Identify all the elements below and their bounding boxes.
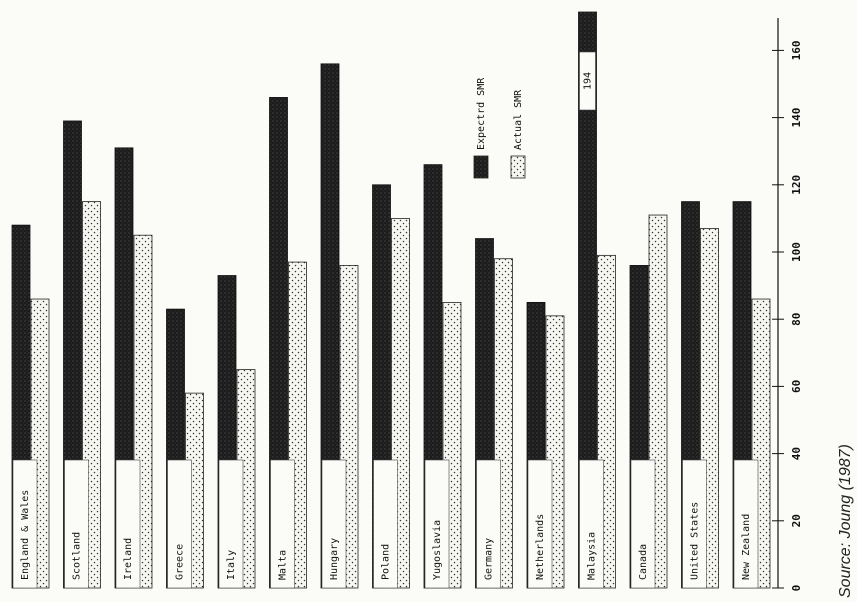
legend-swatch-0 <box>473 155 489 179</box>
value-tick-label-1: 20 <box>790 514 803 527</box>
category-label-12: Canada <box>638 544 649 580</box>
category-label-box-0 <box>12 459 38 589</box>
category-label-1: Scotland <box>72 532 83 580</box>
value-tick-label-5: 100 <box>790 242 803 262</box>
category-label-box-14 <box>733 459 759 589</box>
category-label-9: Germany <box>484 538 495 580</box>
category-label-6: Hungary <box>329 538 340 580</box>
category-label-box-12 <box>630 459 656 589</box>
category-label-box-2 <box>115 459 141 589</box>
legend-label-1: Actual SMR <box>513 89 524 150</box>
value-tick-label-0: 0 <box>790 585 803 592</box>
category-label-2: Ireland <box>123 538 134 580</box>
category-label-10: Netherlands <box>535 514 546 580</box>
value-tick-label-2: 40 <box>790 447 803 460</box>
category-label-box-11 <box>579 459 604 589</box>
category-label-13: United States <box>690 502 701 580</box>
value-tick-label-7: 140 <box>790 108 803 128</box>
legend-swatch-1 <box>510 155 526 179</box>
value-tick-label-6: 120 <box>790 175 803 195</box>
category-label-4: Italy <box>226 550 237 580</box>
category-labels: England & Wales Scotland Ireland Greece Ital… <box>12 459 759 589</box>
category-label-box-8 <box>424 459 450 589</box>
category-label-box-4 <box>218 459 244 589</box>
category-label-box-10 <box>527 459 553 589</box>
category-label-box-1 <box>64 459 89 589</box>
category-label-box-5 <box>270 459 295 589</box>
source-caption: Source: Joung (1987) <box>837 444 854 598</box>
value-tick-label-4: 80 <box>790 313 803 326</box>
category-label-14: New Zealand <box>741 514 752 580</box>
value-tick-label-8: 160 <box>790 40 803 60</box>
category-label-11: Malaysia <box>587 532 598 580</box>
category-label-3: Greece <box>175 544 186 580</box>
category-label-box-6 <box>321 459 347 589</box>
legend-label-0: Expectrd SMR <box>476 77 487 150</box>
value-axis: 0 20 40 60 80 100 120 140 160 <box>772 18 803 591</box>
category-label-box-7 <box>373 459 398 589</box>
category-label-5: Malta <box>278 550 289 580</box>
category-label-box-3 <box>167 459 192 589</box>
annotation-label-0: 194 <box>583 72 594 90</box>
legend: Expectrd SMR Actual SMR <box>473 77 526 179</box>
category-label-box-13 <box>682 459 707 589</box>
value-tick-label-3: 60 <box>790 380 803 393</box>
annotation-box-0 <box>579 51 596 111</box>
category-label-box-9 <box>476 459 501 589</box>
category-label-0: England & Wales <box>20 490 31 580</box>
category-label-8: Yugoslavia <box>432 520 443 580</box>
category-label-7: Poland <box>381 544 392 580</box>
